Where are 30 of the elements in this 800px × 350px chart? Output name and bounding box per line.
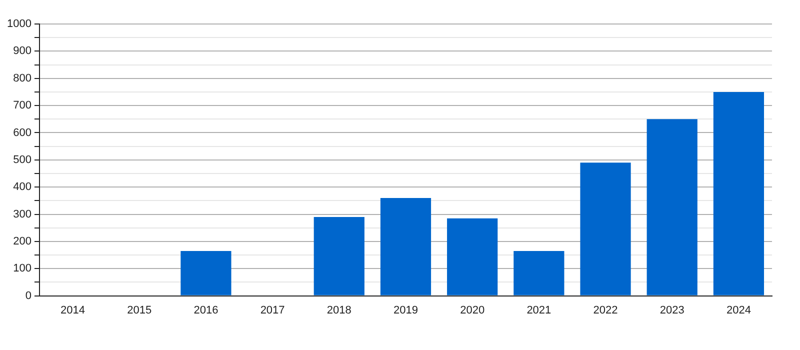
y-tick-label: 100 <box>13 262 32 275</box>
bar <box>580 162 631 296</box>
y-tick-label: 1000 <box>6 18 32 30</box>
bar <box>180 250 232 296</box>
y-tick-label: 600 <box>13 126 32 139</box>
bar <box>514 250 564 296</box>
y-tick-label: 300 <box>13 208 32 220</box>
y-tick-label: 800 <box>13 72 32 84</box>
x-tick-label: 2016 <box>194 304 218 316</box>
y-tick-label: 0 <box>25 290 32 302</box>
x-tick-label: 2017 <box>260 304 285 316</box>
y-tick-label: 700 <box>13 100 32 112</box>
x-tick-label: 2021 <box>526 304 552 316</box>
x-tick-label: 2020 <box>460 304 485 316</box>
x-tick-label: 2022 <box>593 304 618 316</box>
bar <box>447 218 498 296</box>
x-tick-label: 2015 <box>127 304 152 316</box>
x-tick-label: 2024 <box>726 304 751 316</box>
y-tick-label: 200 <box>13 235 32 248</box>
bar <box>314 216 364 296</box>
x-tick-label: 2023 <box>660 304 684 316</box>
x-tick-label: 2019 <box>393 304 418 316</box>
x-tick-label: 2014 <box>60 304 86 316</box>
bar <box>380 198 432 296</box>
x-tick-label: 2018 <box>326 304 352 316</box>
y-tick-label: 500 <box>13 154 32 166</box>
bar <box>713 92 764 296</box>
y-tick-label: 400 <box>13 181 32 194</box>
y-tick-label: 900 <box>13 45 32 58</box>
bar <box>646 119 698 296</box>
